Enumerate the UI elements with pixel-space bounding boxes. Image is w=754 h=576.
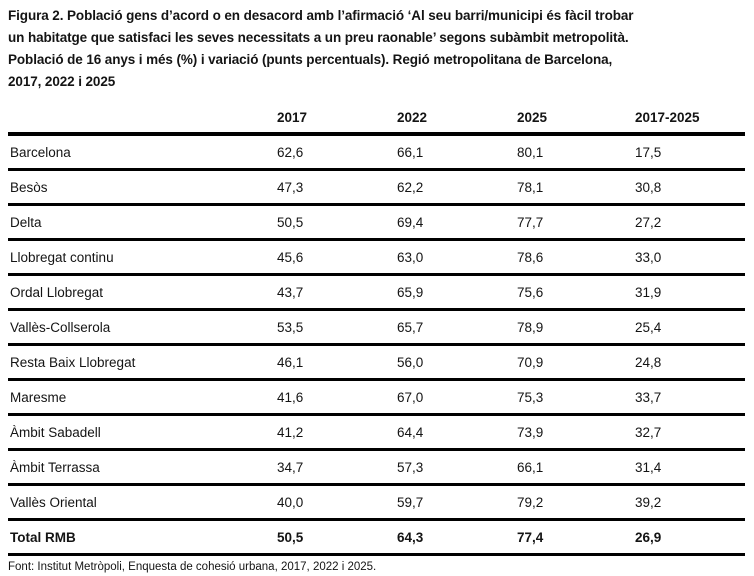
row-label: Àmbit Terrassa bbox=[8, 449, 275, 486]
table-row: Total RMB 50,5 64,3 77,4 26,9 bbox=[8, 519, 745, 556]
table-row: Llobregat continu 45,6 63,0 78,6 33,0 bbox=[8, 239, 745, 276]
table-row: Besòs 47,3 62,2 78,1 30,8 bbox=[8, 169, 745, 206]
cell-value: 64,3 bbox=[395, 519, 515, 556]
cell-value: 62,6 bbox=[275, 134, 395, 171]
row-label: Delta bbox=[8, 204, 275, 241]
cell-value: 77,4 bbox=[515, 519, 633, 556]
row-label: Resta Baix Llobregat bbox=[8, 344, 275, 381]
cell-value: 63,0 bbox=[395, 239, 515, 276]
table-row: Vallès-Collserola 53,5 65,7 78,9 25,4 bbox=[8, 309, 745, 346]
row-label: Barcelona bbox=[8, 134, 275, 171]
table-row: Delta 50,5 69,4 77,7 27,2 bbox=[8, 204, 745, 241]
cell-value: 25,4 bbox=[633, 309, 745, 346]
cell-value: 62,2 bbox=[395, 169, 515, 206]
table-row: Maresme 41,6 67,0 75,3 33,7 bbox=[8, 379, 745, 416]
cell-value: 70,9 bbox=[515, 344, 633, 381]
row-label: Maresme bbox=[8, 379, 275, 416]
cell-value: 66,1 bbox=[395, 134, 515, 171]
cell-value: 33,0 bbox=[633, 239, 745, 276]
row-label: Ordal Llobregat bbox=[8, 274, 275, 311]
cell-value: 75,6 bbox=[515, 274, 633, 311]
col-header-2017-2025: 2017-2025 bbox=[633, 102, 745, 136]
figure-title-line-3: Població de 16 anys i més (%) i variació… bbox=[8, 52, 613, 67]
cell-value: 64,4 bbox=[395, 414, 515, 451]
cell-value: 30,8 bbox=[633, 169, 745, 206]
cell-value: 41,6 bbox=[275, 379, 395, 416]
cell-value: 41,2 bbox=[275, 414, 395, 451]
col-header-2025: 2025 bbox=[515, 102, 633, 136]
figure-title-line-4: 2017, 2022 i 2025 bbox=[8, 74, 116, 89]
table-row: Vallès Oriental 40,0 59,7 79,2 39,2 bbox=[8, 484, 745, 521]
row-label: Vallès Oriental bbox=[8, 484, 275, 521]
cell-value: 47,3 bbox=[275, 169, 395, 206]
row-label: Llobregat continu bbox=[8, 239, 275, 276]
cell-value: 50,5 bbox=[275, 519, 395, 556]
cell-value: 31,4 bbox=[633, 449, 745, 486]
cell-value: 79,2 bbox=[515, 484, 633, 521]
figure-title: Figura 2. Població gens d’acord o en des… bbox=[8, 5, 746, 93]
row-label: Besòs bbox=[8, 169, 275, 206]
cell-value: 67,0 bbox=[395, 379, 515, 416]
cell-value: 78,1 bbox=[515, 169, 633, 206]
row-label: Vallès-Collserola bbox=[8, 309, 275, 346]
cell-value: 39,2 bbox=[633, 484, 745, 521]
cell-value: 65,7 bbox=[395, 309, 515, 346]
cell-value: 46,1 bbox=[275, 344, 395, 381]
data-table: 2017 2022 2025 2017-2025 Barcelona 62,6 66… bbox=[8, 102, 745, 556]
cell-value: 75,3 bbox=[515, 379, 633, 416]
table-row: Resta Baix Llobregat 46,1 56,0 70,9 24,8 bbox=[8, 344, 745, 381]
figure-title-line-2: un habitatge que satisfaci les seves nec… bbox=[8, 30, 629, 45]
table-row: Ordal Llobregat 43,7 65,9 75,6 31,9 bbox=[8, 274, 745, 311]
cell-value: 78,6 bbox=[515, 239, 633, 276]
cell-value: 73,9 bbox=[515, 414, 633, 451]
cell-value: 77,7 bbox=[515, 204, 633, 241]
cell-value: 34,7 bbox=[275, 449, 395, 486]
source-note: Font: Institut Metròpoli, Enquesta de co… bbox=[8, 561, 377, 573]
table-row: Barcelona 62,6 66,1 80,1 17,5 bbox=[8, 134, 745, 171]
cell-value: 26,9 bbox=[633, 519, 745, 556]
cell-value: 32,7 bbox=[633, 414, 745, 451]
col-header-blank bbox=[8, 102, 275, 136]
row-label: Àmbit Sabadell bbox=[8, 414, 275, 451]
col-header-2017: 2017 bbox=[275, 102, 395, 136]
col-header-2022: 2022 bbox=[395, 102, 515, 136]
cell-value: 59,7 bbox=[395, 484, 515, 521]
cell-value: 53,5 bbox=[275, 309, 395, 346]
table-row: Àmbit Terrassa 34,7 57,3 66,1 31,4 bbox=[8, 449, 745, 486]
cell-value: 33,7 bbox=[633, 379, 745, 416]
row-label: Total RMB bbox=[8, 519, 275, 556]
cell-value: 31,9 bbox=[633, 274, 745, 311]
cell-value: 80,1 bbox=[515, 134, 633, 171]
cell-value: 40,0 bbox=[275, 484, 395, 521]
cell-value: 17,5 bbox=[633, 134, 745, 171]
figure-title-line-1: Figura 2. Població gens d’acord o en des… bbox=[8, 8, 634, 23]
cell-value: 65,9 bbox=[395, 274, 515, 311]
cell-value: 66,1 bbox=[515, 449, 633, 486]
cell-value: 45,6 bbox=[275, 239, 395, 276]
table-row: Àmbit Sabadell 41,2 64,4 73,9 32,7 bbox=[8, 414, 745, 451]
cell-value: 50,5 bbox=[275, 204, 395, 241]
cell-value: 24,8 bbox=[633, 344, 745, 381]
cell-value: 27,2 bbox=[633, 204, 745, 241]
header-row: 2017 2022 2025 2017-2025 bbox=[8, 102, 745, 136]
cell-value: 57,3 bbox=[395, 449, 515, 486]
cell-value: 78,9 bbox=[515, 309, 633, 346]
cell-value: 56,0 bbox=[395, 344, 515, 381]
cell-value: 69,4 bbox=[395, 204, 515, 241]
cell-value: 43,7 bbox=[275, 274, 395, 311]
